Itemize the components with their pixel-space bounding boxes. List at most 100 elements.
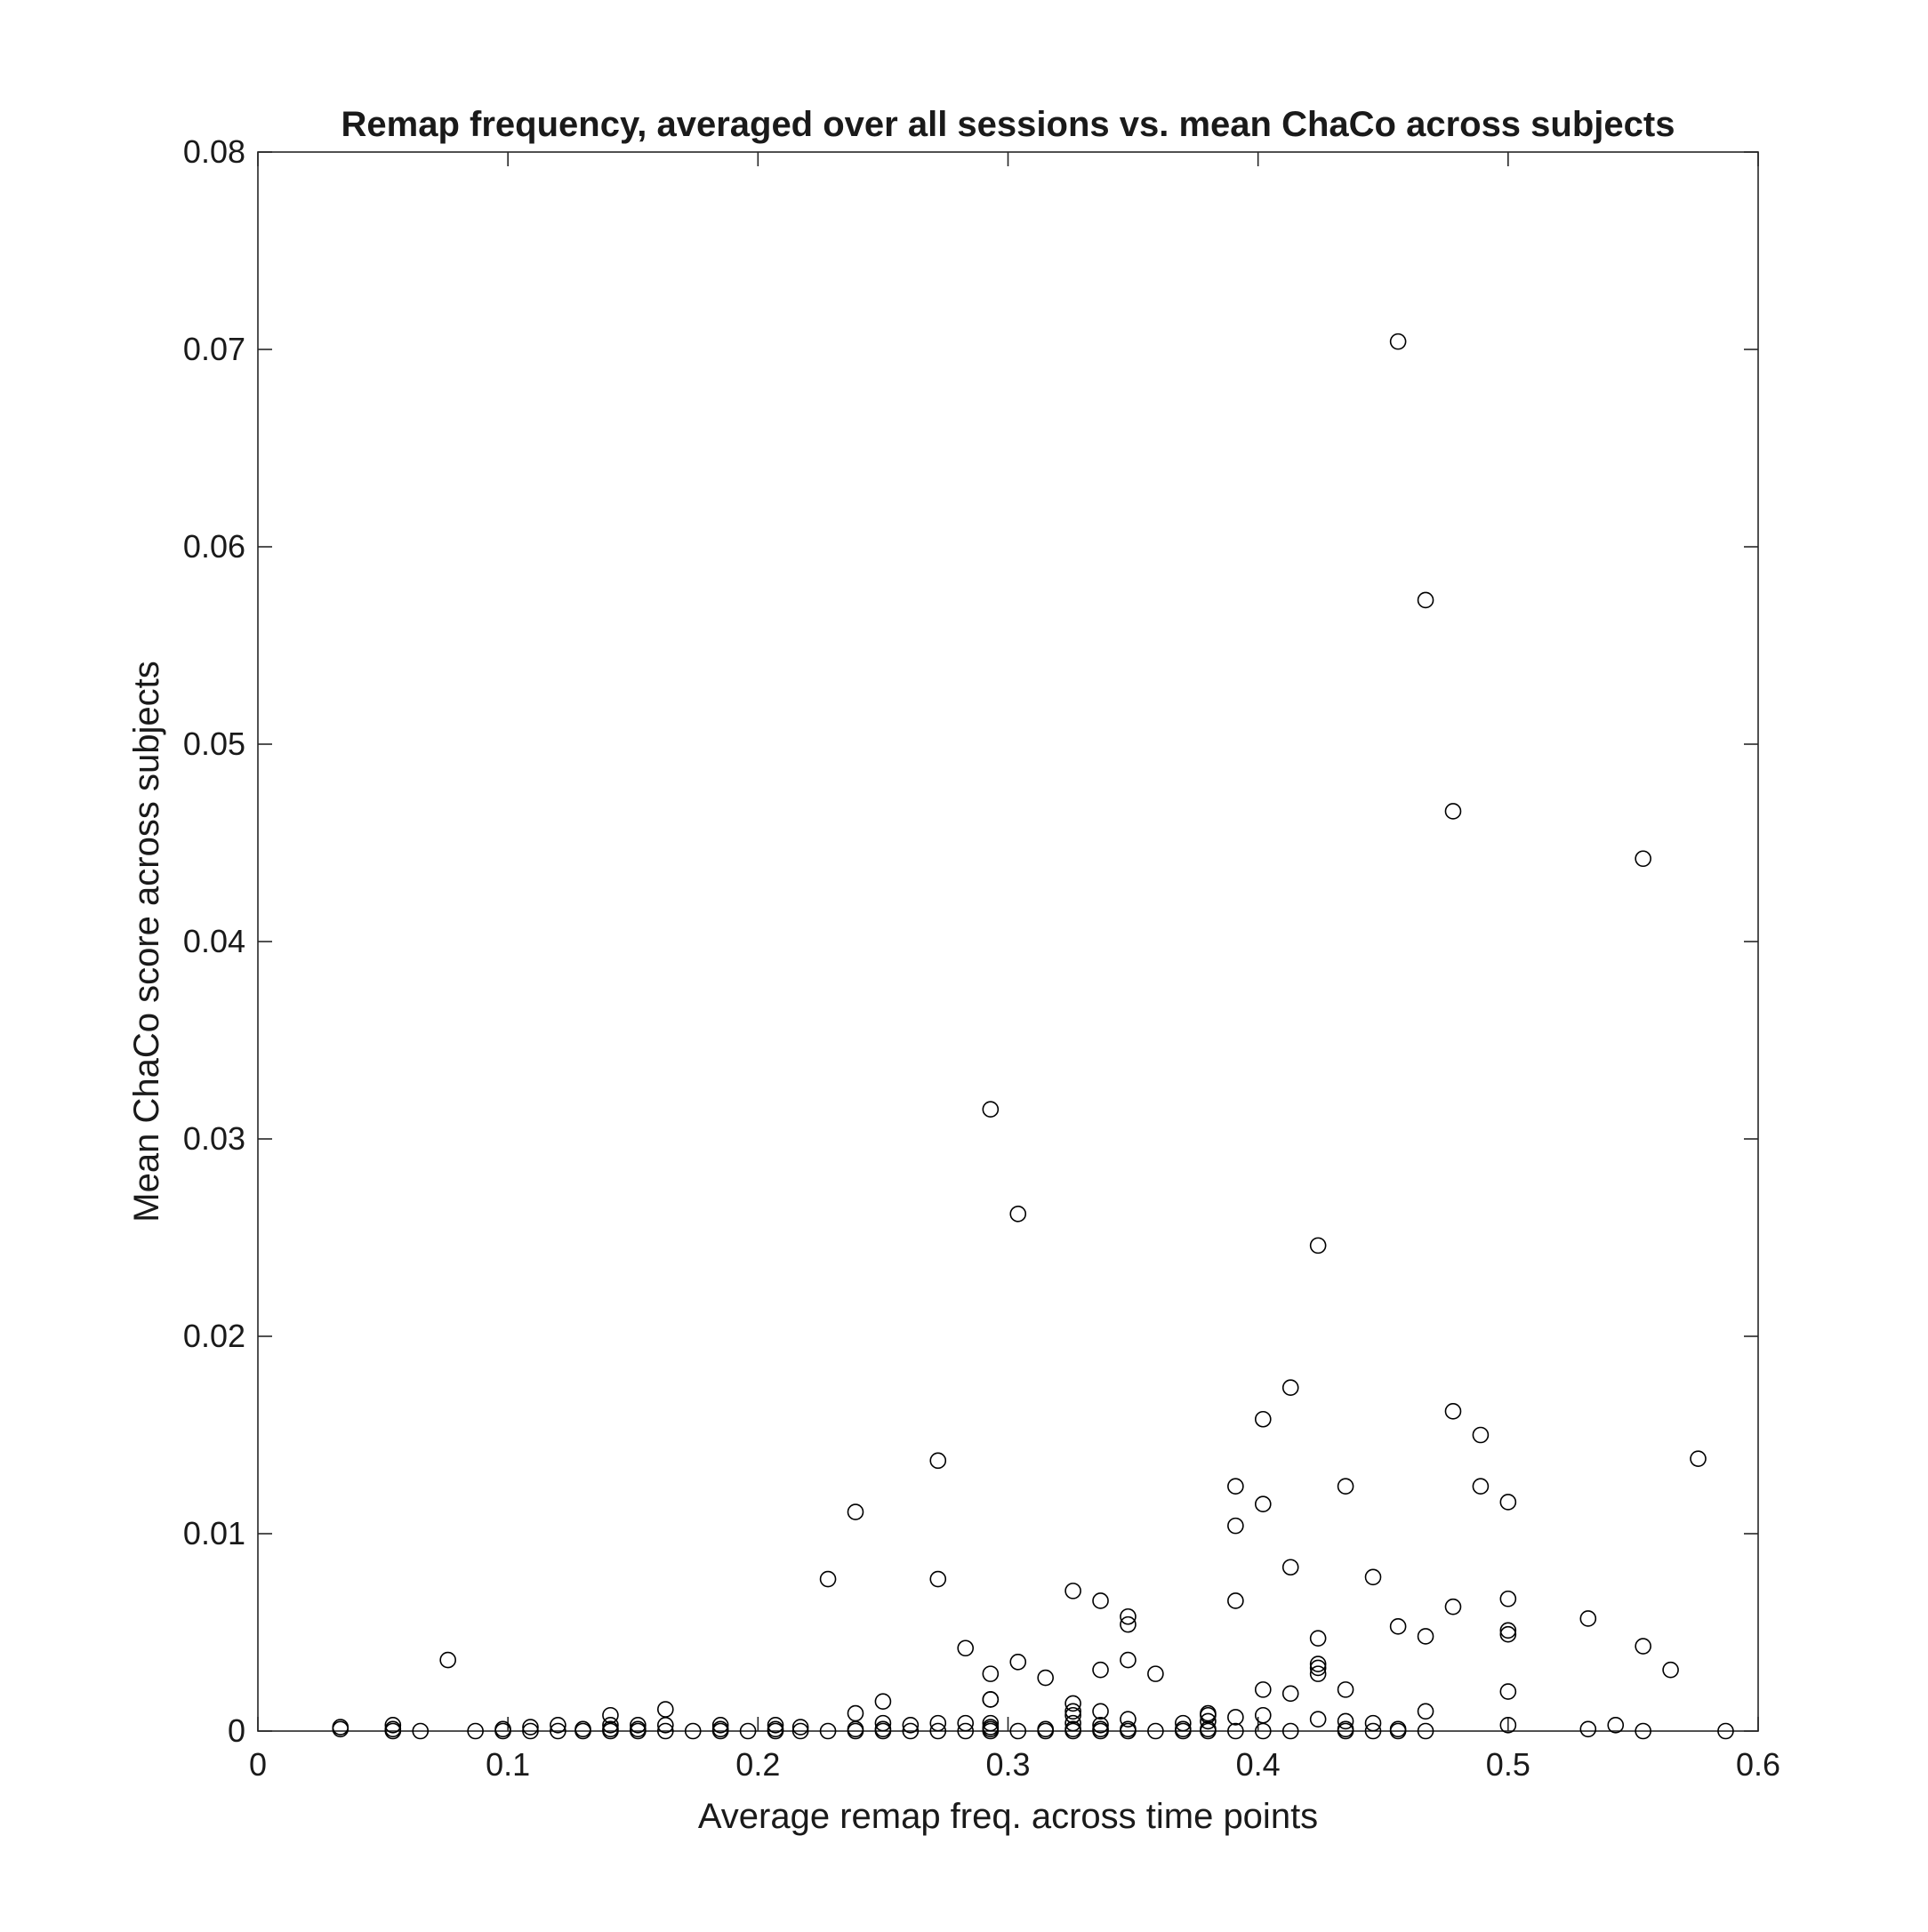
- data-point: [1227, 1592, 1244, 1609]
- data-point: [929, 1722, 947, 1740]
- data-point: [1662, 1661, 1679, 1679]
- data-point: [1499, 1683, 1517, 1700]
- data-point: [874, 1693, 892, 1710]
- data-point: [1444, 803, 1462, 820]
- data-point: [602, 1722, 619, 1740]
- data-point: [1417, 1628, 1434, 1645]
- data-point: [711, 1722, 729, 1740]
- data-point: [1337, 1722, 1354, 1740]
- y-tick-label: 0.07: [183, 331, 245, 367]
- data-point: [982, 1722, 1000, 1740]
- data-point: [902, 1722, 920, 1740]
- data-point: [522, 1722, 539, 1740]
- data-point: [1499, 1590, 1517, 1607]
- data-point: [1579, 1610, 1597, 1627]
- data-point: [1064, 1583, 1081, 1599]
- data-point: [494, 1722, 511, 1740]
- data-point: [874, 1714, 892, 1732]
- data-point: [630, 1722, 647, 1740]
- data-point: [1227, 1722, 1244, 1740]
- data-point: [929, 1452, 947, 1470]
- data-point: [1009, 1654, 1027, 1671]
- data-point: [929, 1570, 947, 1588]
- data-point: [1009, 1206, 1027, 1223]
- data-point: [1309, 1659, 1327, 1677]
- y-tick-label: 0.08: [183, 133, 245, 170]
- y-tick-label: 0.02: [183, 1318, 245, 1354]
- data-point: [467, 1722, 484, 1740]
- chart-title: Remap frequency, averaged over all sessi…: [341, 105, 1675, 144]
- data-point: [1444, 1403, 1462, 1420]
- data-point: [1309, 1655, 1327, 1672]
- data-point: [1499, 1717, 1517, 1734]
- data-point: [657, 1717, 674, 1734]
- data-point: [332, 1720, 349, 1738]
- data-point: [1635, 1638, 1651, 1655]
- data-point: [1417, 1722, 1434, 1740]
- data-point: [1175, 1722, 1192, 1740]
- data-point: [1281, 1379, 1299, 1397]
- data-point: [791, 1722, 809, 1740]
- data-point: [982, 1714, 1000, 1732]
- data-point: [522, 1719, 539, 1736]
- x-axis-label: Average remap freq. across time points: [698, 1797, 1318, 1836]
- x-tick-label: 0: [249, 1746, 267, 1783]
- data-point: [1579, 1720, 1597, 1738]
- y-tick-label: 0.06: [183, 528, 245, 565]
- data-point: [1009, 1722, 1027, 1740]
- data-point: [982, 1665, 1000, 1682]
- data-point: [550, 1717, 566, 1734]
- data-point: [1227, 1709, 1244, 1726]
- data-point: [1120, 1722, 1137, 1740]
- data-point: [1254, 1495, 1272, 1512]
- x-tick-label: 0.2: [735, 1746, 780, 1783]
- data-point: [412, 1722, 430, 1740]
- data-point: [982, 1101, 1000, 1118]
- y-tick-label: 0: [228, 1712, 245, 1749]
- data-point: [1309, 1630, 1327, 1647]
- data-point: [1337, 1478, 1354, 1495]
- data-point: [574, 1722, 591, 1740]
- data-point: [1281, 1722, 1299, 1740]
- data-point: [1254, 1722, 1272, 1740]
- data-points: [332, 333, 1734, 1740]
- data-point: [847, 1722, 864, 1740]
- data-point: [1227, 1517, 1244, 1535]
- data-point: [1200, 1722, 1217, 1740]
- data-point: [1227, 1478, 1244, 1495]
- data-point: [711, 1717, 729, 1734]
- data-point: [1120, 1615, 1137, 1633]
- x-tick-label: 0.3: [985, 1746, 1030, 1783]
- data-point: [1364, 1568, 1382, 1586]
- data-point: [902, 1717, 920, 1734]
- data-point: [384, 1722, 402, 1740]
- data-point: [1092, 1661, 1109, 1679]
- data-point: [1417, 591, 1434, 609]
- data-point: [791, 1719, 809, 1736]
- data-point: [1281, 1559, 1299, 1576]
- data-point: [1200, 1712, 1217, 1730]
- data-point: [1337, 1712, 1354, 1730]
- data-point: [739, 1722, 757, 1740]
- data-point: [1635, 850, 1651, 868]
- data-point: [1499, 1625, 1517, 1643]
- data-point: [874, 1722, 892, 1740]
- data-point: [439, 1651, 456, 1669]
- data-point: [819, 1722, 837, 1740]
- data-point: [1472, 1426, 1490, 1444]
- data-point: [1309, 1665, 1327, 1682]
- data-point: [1147, 1665, 1164, 1682]
- data-point: [957, 1714, 975, 1732]
- data-point: [1499, 1494, 1517, 1511]
- data-point: [1147, 1722, 1164, 1740]
- x-tick-label: 0.5: [1486, 1746, 1530, 1783]
- data-point: [929, 1714, 947, 1732]
- data-point: [1175, 1714, 1192, 1732]
- data-point: [1254, 1681, 1272, 1698]
- data-point: [1337, 1681, 1354, 1698]
- data-point: [847, 1503, 864, 1520]
- data-point: [1472, 1478, 1490, 1495]
- data-point: [957, 1639, 975, 1657]
